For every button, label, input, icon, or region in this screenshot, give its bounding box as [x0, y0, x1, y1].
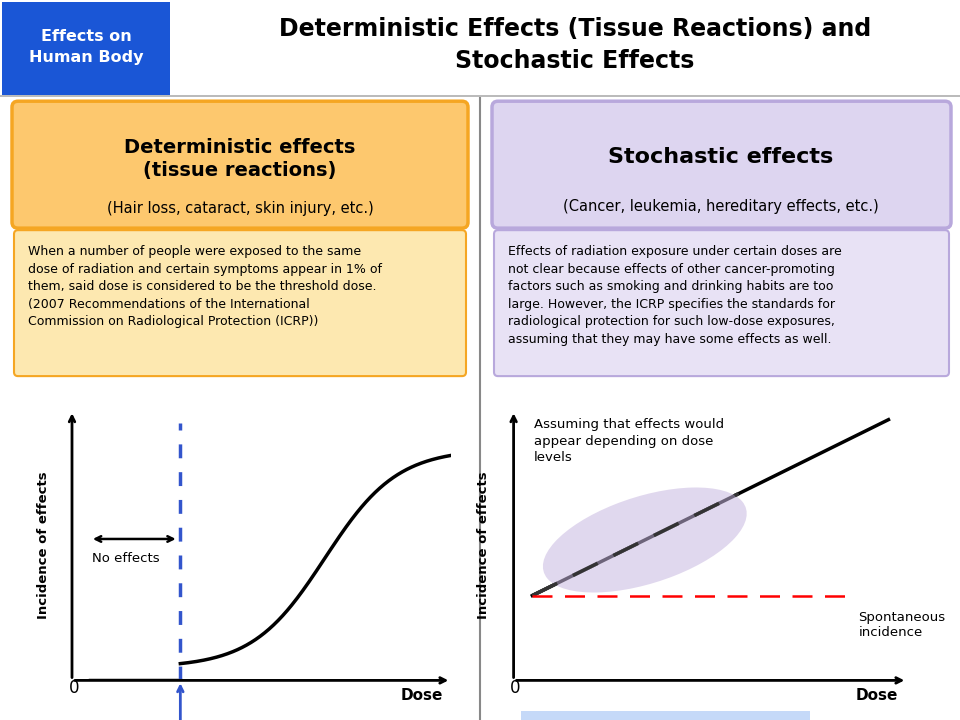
Text: Incidence of effects: Incidence of effects: [477, 472, 491, 619]
Text: Effects on
Human Body: Effects on Human Body: [29, 29, 143, 65]
FancyBboxPatch shape: [14, 230, 466, 376]
Text: Dose: Dose: [856, 688, 899, 703]
Text: Effects of radiation exposure under certain doses are
not clear because effects : Effects of radiation exposure under cert…: [508, 245, 842, 346]
Text: 0: 0: [510, 679, 520, 697]
Text: Deterministic effects
(tissue reactions): Deterministic effects (tissue reactions): [124, 138, 356, 181]
Text: Spontaneous
incidence: Spontaneous incidence: [858, 611, 946, 639]
Text: Stochastic effects: Stochastic effects: [609, 147, 833, 167]
Text: Assuming that effects would
appear depending on dose
levels: Assuming that effects would appear depen…: [534, 418, 725, 464]
Text: (Hair loss, cataract, skin injury, etc.): (Hair loss, cataract, skin injury, etc.): [107, 201, 373, 216]
Text: Dose: Dose: [401, 688, 444, 703]
FancyBboxPatch shape: [0, 95, 960, 97]
FancyBboxPatch shape: [492, 102, 951, 228]
Text: (Cancer, leukemia, hereditary effects, etc.): (Cancer, leukemia, hereditary effects, e…: [564, 199, 878, 214]
FancyBboxPatch shape: [12, 102, 468, 228]
FancyBboxPatch shape: [521, 711, 809, 720]
Text: When a number of people were exposed to the same
dose of radiation and certain s: When a number of people were exposed to …: [28, 245, 382, 328]
Text: No effects: No effects: [92, 552, 159, 564]
Ellipse shape: [543, 487, 747, 593]
Text: Incidence of effects: Incidence of effects: [36, 472, 50, 619]
Text: 0: 0: [68, 679, 79, 697]
FancyBboxPatch shape: [494, 230, 949, 376]
Text: Deterministic Effects (Tissue Reactions) and
Stochastic Effects: Deterministic Effects (Tissue Reactions)…: [278, 17, 871, 73]
FancyBboxPatch shape: [2, 2, 170, 95]
